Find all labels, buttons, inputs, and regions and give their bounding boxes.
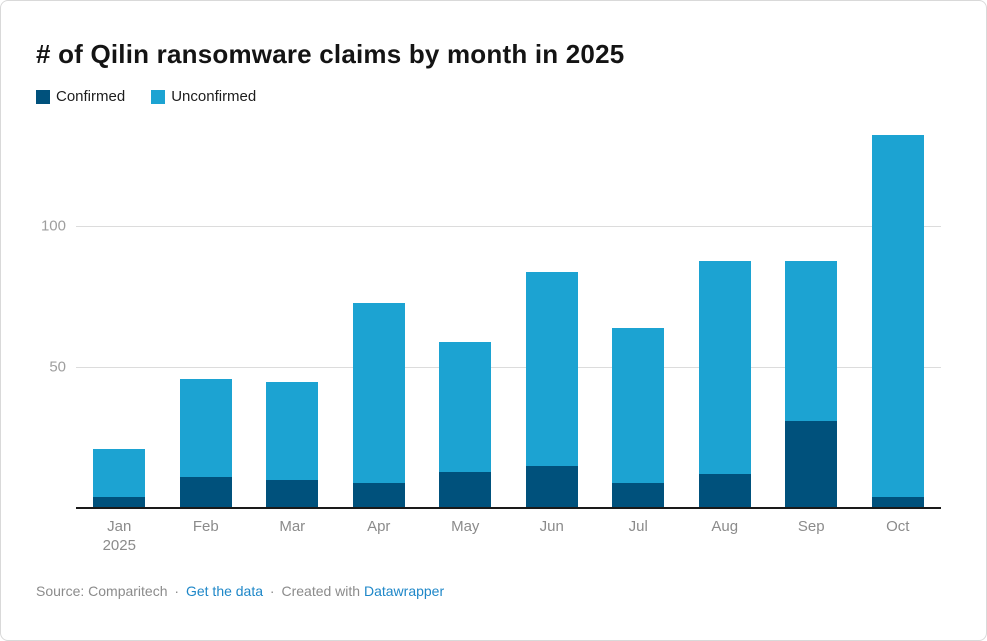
bar-segment-confirmed[interactable]: [698, 474, 751, 508]
x-axis-label: Feb: [192, 518, 219, 535]
x-axis-label: Aug: [711, 518, 739, 535]
footer-separator: ·: [269, 583, 275, 599]
chart-title: # of Qilin ransomware claims by month in…: [36, 39, 625, 69]
legend-label: Unconfirmed: [171, 88, 257, 105]
footer-separator: ·: [174, 583, 180, 599]
x-axis-label: Jul: [628, 518, 648, 535]
bar-segment-confirmed[interactable]: [352, 482, 405, 508]
bar-stack: [352, 303, 405, 508]
bar-segment-unconfirmed[interactable]: [439, 342, 492, 472]
bar-column-sep: Sep: [768, 121, 855, 535]
bar-segment-unconfirmed[interactable]: [785, 261, 838, 421]
x-axis-label: Sep: [797, 518, 825, 535]
bar-column-jun: Jun: [509, 121, 596, 535]
bar-stack: [525, 272, 578, 508]
bar-segment-confirmed[interactable]: [525, 465, 578, 508]
legend-label: Confirmed: [56, 88, 126, 105]
bar-stack: [439, 342, 492, 508]
bar-segment-unconfirmed[interactable]: [352, 303, 405, 483]
x-axis-label: Mar: [279, 518, 306, 535]
legend-item-confirmed: Confirmed: [36, 88, 125, 105]
bar-segment-unconfirmed[interactable]: [93, 449, 146, 497]
legend: Confirmed Unconfirmed: [36, 88, 256, 105]
bar-stack: [266, 381, 319, 508]
bar-segment-confirmed[interactable]: [612, 482, 665, 508]
bar-segment-unconfirmed[interactable]: [525, 272, 578, 466]
bar-stack: [179, 378, 232, 508]
x-axis-label: May: [451, 518, 480, 535]
gridline-100: 100: [41, 218, 941, 235]
created-with-label: Created with: [281, 583, 361, 599]
bar-column-aug: Aug: [682, 121, 769, 535]
x-axis-label: Apr: [367, 518, 391, 535]
bar-segment-confirmed[interactable]: [871, 496, 924, 508]
bar-segment-confirmed[interactable]: [439, 471, 492, 508]
legend-swatch-icon: [36, 89, 50, 104]
bar-column-oct: Oct: [855, 121, 942, 535]
plot-area: 50 100 Jan 2025 Feb Mar Apr May Jun Jul Aug Sep Oct: [41, 121, 942, 554]
bar-stack: [93, 449, 146, 508]
footer: Source: Comparitech · Get the data · Cre…: [36, 583, 444, 599]
bar-stack: [785, 261, 838, 508]
legend-item-unconfirmed: Unconfirmed: [151, 88, 256, 105]
bar-column-mar: Mar: [249, 121, 336, 535]
legend-swatch-icon: [151, 89, 166, 104]
bar-column-jan: Jan 2025: [76, 121, 163, 554]
x-axis-label: Oct: [886, 518, 910, 535]
x-axis-line: [76, 507, 941, 509]
bar-segment-unconfirmed[interactable]: [698, 261, 751, 475]
bar-column-may: May: [422, 121, 509, 535]
gridline-50: 50: [49, 358, 941, 375]
bar-stack: [871, 134, 924, 508]
bar-segment-unconfirmed[interactable]: [179, 378, 232, 478]
source-label: Source: Comparitech: [36, 583, 168, 599]
bar-segment-confirmed[interactable]: [785, 420, 838, 508]
bar-column-feb: Feb: [163, 121, 250, 535]
bar-segment-unconfirmed[interactable]: [266, 381, 319, 480]
bar-segment-unconfirmed[interactable]: [871, 134, 924, 497]
get-the-data-link[interactable]: Get the data: [185, 583, 264, 599]
bar-segment-confirmed[interactable]: [266, 479, 319, 508]
bar-segment-confirmed[interactable]: [179, 477, 232, 508]
datawrapper-link[interactable]: Datawrapper: [363, 583, 445, 599]
bar-stack: [698, 261, 751, 508]
bar-column-jul: Jul: [595, 121, 682, 535]
y-tick-label: 100: [40, 217, 66, 235]
bar-segment-confirmed[interactable]: [93, 496, 146, 508]
bar-stack: [612, 328, 665, 508]
bar-column-apr: Apr: [336, 121, 423, 535]
bar-columns: Jan 2025 Feb Mar Apr May Jun Jul Aug Sep Oct: [76, 121, 942, 554]
x-axis-label: Jun: [539, 518, 564, 535]
bar-segment-unconfirmed[interactable]: [612, 328, 665, 483]
y-tick-label: 50: [49, 358, 66, 376]
x-axis-label: Jan 2025: [102, 518, 136, 554]
